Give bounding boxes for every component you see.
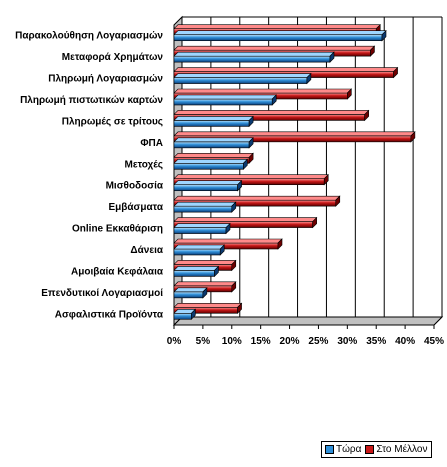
- category-label: Πληρωμή πιστωτικών καρτών: [20, 95, 163, 106]
- x-tick-label: 0%: [167, 336, 182, 347]
- bar-now: [174, 245, 224, 255]
- category-label: Αμοιβαία Κεφάλαια: [71, 266, 164, 277]
- bar-now: [174, 288, 207, 298]
- plot-wall: [174, 17, 442, 325]
- category-label: ΦΠΑ: [140, 138, 163, 149]
- category-label: Μισθοδοσία: [106, 181, 164, 192]
- x-tick-label: 45%: [424, 336, 444, 347]
- x-axis-ticks: 0% 5% 10% 15% 20% 25% 30% 35% 40% 45%: [167, 325, 444, 347]
- bar-now: [174, 202, 236, 212]
- left-wall: [174, 17, 182, 325]
- category-label: Πληρωμές σε τρίτους: [62, 116, 163, 127]
- category-label: Online Εκκαθάριση: [72, 224, 163, 235]
- legend-item-now: Τώρα: [325, 444, 361, 455]
- category-label: Μετοχές: [125, 159, 163, 170]
- legend-label-now: Τώρα: [336, 444, 361, 455]
- x-tick-label: 30%: [337, 336, 357, 347]
- gridlines: [174, 17, 442, 325]
- bar-now: [174, 74, 311, 84]
- floor: [174, 317, 442, 325]
- category-label: Παρακολούθηση Λογαριασμών: [15, 31, 163, 42]
- bar-now: [174, 116, 253, 126]
- bar-now: [174, 224, 230, 234]
- category-labels: Παρακολούθηση Λογαριασμών Μεταφορά Χρημάτ…: [15, 31, 164, 321]
- bar-now: [174, 52, 334, 62]
- bar-now: [174, 31, 386, 41]
- legend-swatch-now: [325, 445, 334, 454]
- x-tick-label: 5%: [196, 336, 211, 347]
- category-label: Πληρωμή Λογαριασμών: [48, 74, 163, 85]
- legend-item-future: Στο Μέλλον: [365, 444, 427, 455]
- x-tick-label: 15%: [251, 336, 271, 347]
- legend-swatch-future: [365, 445, 374, 454]
- category-label: Ασφαλιστικά Προϊόντα: [55, 309, 164, 320]
- x-tick-label: 10%: [222, 336, 242, 347]
- bars: [174, 25, 415, 320]
- bar-now: [174, 159, 247, 169]
- bar-now: [174, 309, 195, 319]
- category-label: Επενδυτικοί Λογαριασμοί: [41, 288, 163, 299]
- x-tick-label: 25%: [308, 336, 328, 347]
- bar-now: [174, 181, 242, 191]
- category-label: Δάνεια: [130, 245, 163, 256]
- bar-now: [174, 266, 218, 276]
- category-label: Μεταφορά Χρημάτων: [62, 52, 164, 63]
- category-label: Εμβάσματα: [109, 202, 164, 213]
- x-tick-label: 20%: [280, 336, 300, 347]
- legend: Τώρα Στο Μέλλον: [321, 441, 432, 458]
- x-tick-label: 35%: [366, 336, 386, 347]
- legend-label-future: Στο Μέλλον: [376, 444, 427, 455]
- bar-now: [174, 95, 276, 105]
- x-tick-label: 40%: [395, 336, 415, 347]
- bar-now: [174, 138, 253, 148]
